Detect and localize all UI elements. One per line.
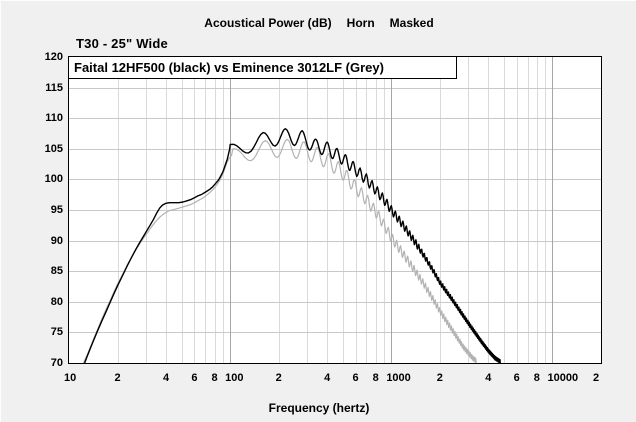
x-tick-label: 8 <box>211 372 218 384</box>
x-tick-label: 4 <box>485 372 492 384</box>
chart-subtitle: T30 - 25" Wide <box>76 36 168 51</box>
x-tick-label: 100 <box>225 372 244 384</box>
x-tick-label: 2 <box>114 372 121 384</box>
y-tick-label: 100 <box>44 173 63 186</box>
y-tick-label: 80 <box>50 295 63 308</box>
x-tick-label: 4 <box>324 372 331 384</box>
x-tick-label: 10 <box>64 372 77 384</box>
x-tick-label: 2 <box>275 372 282 384</box>
x-tick-label: 8 <box>533 372 540 384</box>
x-tick-label: 10000 <box>547 372 579 384</box>
x-tick-label: 6 <box>513 372 520 384</box>
x-tick-label: 2 <box>436 372 443 384</box>
y-tick-label: 115 <box>45 81 63 94</box>
legend-box: Faital 12HF500 (black) vs Eminence 3012L… <box>69 57 457 79</box>
y-tick-label: 90 <box>50 234 63 247</box>
plot-canvas <box>69 57 601 363</box>
x-tick-label: 8 <box>372 372 379 384</box>
chart-title-mode-masked: Masked <box>389 16 434 30</box>
x-tick-label: 1000 <box>386 372 411 384</box>
x-tick-label: 6 <box>352 372 359 384</box>
y-tick-label: 85 <box>50 265 63 278</box>
y-tick-label: 75 <box>50 326 63 339</box>
chart-title: Acoustical Power (dB) Horn Masked <box>1 16 636 30</box>
curve-grey <box>82 138 477 363</box>
x-tick-label: 2 <box>592 372 600 384</box>
x-tick-label: 6 <box>191 372 198 384</box>
curve-black <box>83 128 502 363</box>
x-tick-label: 4 <box>162 372 170 384</box>
legend-label: Faital 12HF500 (black) vs Eminence 3012L… <box>74 60 384 75</box>
chart-title-quantity: Acoustical Power (dB) <box>204 16 332 30</box>
y-tick-label: 105 <box>44 142 63 155</box>
y-tick-label: 95 <box>50 204 63 216</box>
chart-title-mode-horn: Horn <box>346 16 375 30</box>
plot-area[interactable]: Faital 12HF500 (black) vs Eminence 3012L… <box>68 56 602 364</box>
y-tick-label: 110 <box>45 112 63 125</box>
y-tick-label: 120 <box>44 51 63 63</box>
x-axis-title: Frequency (hertz) <box>268 401 370 415</box>
y-tick-label: 70 <box>50 357 63 369</box>
